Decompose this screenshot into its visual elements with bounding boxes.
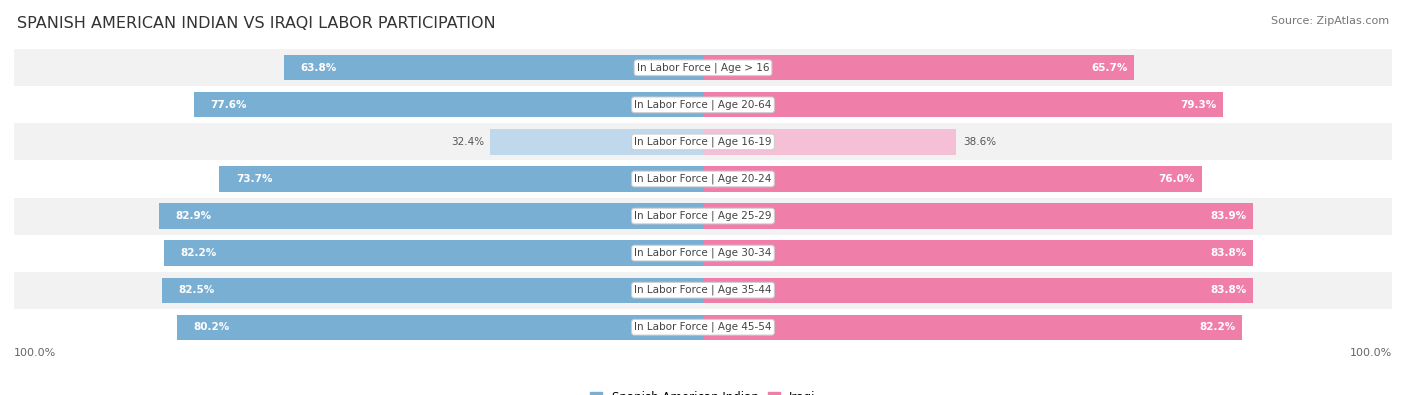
Text: 100.0%: 100.0% xyxy=(14,348,56,357)
Bar xyxy=(14,87,1392,123)
Bar xyxy=(194,92,703,117)
Bar xyxy=(703,241,1253,266)
Bar xyxy=(14,160,1392,198)
Bar xyxy=(177,314,703,340)
Bar xyxy=(219,166,703,192)
Text: In Labor Force | Age 20-64: In Labor Force | Age 20-64 xyxy=(634,100,772,110)
Text: 83.9%: 83.9% xyxy=(1211,211,1247,221)
Text: 100.0%: 100.0% xyxy=(1350,348,1392,357)
Text: 82.9%: 82.9% xyxy=(176,211,211,221)
Text: SPANISH AMERICAN INDIAN VS IRAQI LABOR PARTICIPATION: SPANISH AMERICAN INDIAN VS IRAQI LABOR P… xyxy=(17,16,495,31)
Bar xyxy=(14,49,1392,87)
Text: In Labor Force | Age 35-44: In Labor Force | Age 35-44 xyxy=(634,285,772,295)
Text: 80.2%: 80.2% xyxy=(193,322,229,332)
Text: 82.2%: 82.2% xyxy=(180,248,217,258)
Bar xyxy=(703,314,1243,340)
Text: Source: ZipAtlas.com: Source: ZipAtlas.com xyxy=(1271,16,1389,26)
Bar xyxy=(703,278,1253,303)
Text: 73.7%: 73.7% xyxy=(236,174,273,184)
Bar xyxy=(14,235,1392,272)
Bar xyxy=(14,123,1392,160)
Text: 77.6%: 77.6% xyxy=(211,100,246,110)
Bar xyxy=(14,272,1392,308)
Bar xyxy=(159,203,703,229)
Text: 38.6%: 38.6% xyxy=(963,137,995,147)
Text: 82.2%: 82.2% xyxy=(1199,322,1236,332)
Text: In Labor Force | Age 16-19: In Labor Force | Age 16-19 xyxy=(634,137,772,147)
Text: 83.8%: 83.8% xyxy=(1211,248,1246,258)
Text: 76.0%: 76.0% xyxy=(1159,174,1195,184)
Text: In Labor Force | Age 20-24: In Labor Force | Age 20-24 xyxy=(634,174,772,184)
Bar xyxy=(703,55,1135,81)
Bar xyxy=(14,308,1392,346)
Bar xyxy=(284,55,703,81)
Text: In Labor Force | Age 30-34: In Labor Force | Age 30-34 xyxy=(634,248,772,258)
Text: 83.8%: 83.8% xyxy=(1211,285,1246,295)
Text: 79.3%: 79.3% xyxy=(1181,100,1216,110)
Bar xyxy=(14,198,1392,235)
Bar xyxy=(703,92,1223,117)
Bar xyxy=(163,241,703,266)
Bar xyxy=(703,129,956,154)
Legend: Spanish American Indian, Iraqi: Spanish American Indian, Iraqi xyxy=(586,387,820,395)
Bar xyxy=(703,166,1202,192)
Bar xyxy=(491,129,703,154)
Text: In Labor Force | Age > 16: In Labor Force | Age > 16 xyxy=(637,62,769,73)
Text: 82.5%: 82.5% xyxy=(179,285,214,295)
Text: In Labor Force | Age 25-29: In Labor Force | Age 25-29 xyxy=(634,211,772,221)
Text: 63.8%: 63.8% xyxy=(301,63,337,73)
Bar xyxy=(703,203,1254,229)
Bar xyxy=(162,278,703,303)
Text: In Labor Force | Age 45-54: In Labor Force | Age 45-54 xyxy=(634,322,772,333)
Text: 32.4%: 32.4% xyxy=(451,137,484,147)
Text: 65.7%: 65.7% xyxy=(1091,63,1128,73)
